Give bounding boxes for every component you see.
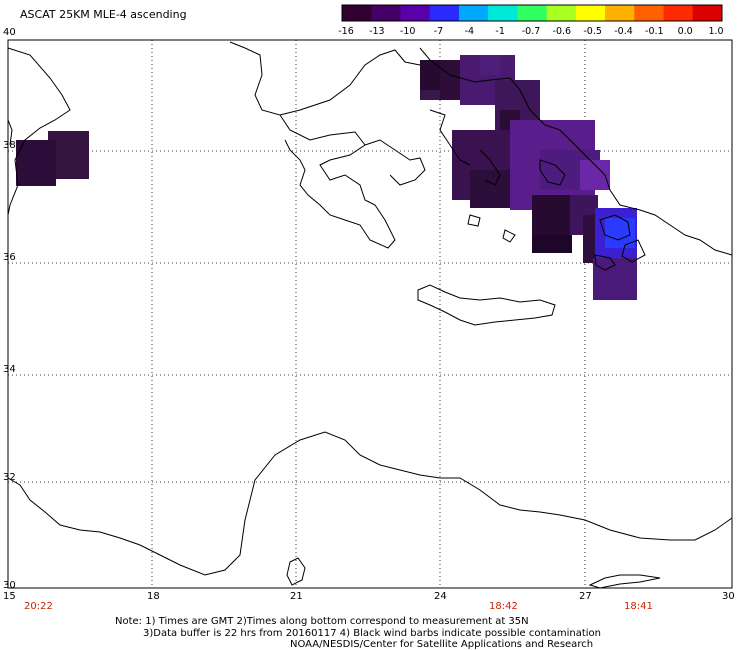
lon-label-18: 18 [147,591,160,602]
colorbar-tick-label: -0.6 [552,26,572,37]
colorbar-segment [517,5,548,21]
note-line-1: Note: 1) Times are GMT 2)Times along bot… [115,616,529,627]
colorbar-segment [342,5,372,21]
time-label-west: 20:22 [24,601,53,612]
colorbar-segment [458,5,489,21]
colorbar-tick-label: -13 [369,26,385,37]
colorbar-tick-label: -0.4 [614,26,633,37]
lon-label-27: 27 [579,591,592,602]
time-label-center: 18:42 [489,601,518,612]
colorbar-segment [605,5,635,21]
lat-label-36: 36 [3,252,16,263]
lat-label-34: 34 [3,364,16,375]
lat-label-38: 38 [3,140,16,151]
colorbar-tick-label: 1.0 [708,26,724,37]
coastlines [7,41,733,589]
colorbar-segment [634,5,665,21]
colorbar-border [341,4,723,22]
lon-label-15: 15 [3,591,16,602]
colorbar-tick-label: -16 [338,26,354,37]
chart-title: ASCAT 25KM MLE-4 ascending [20,8,187,21]
colorbar-segment [663,5,694,21]
colorbar-tick-label: -1 [495,26,505,37]
lat-label-40: 40 [3,27,16,38]
lon-label-24: 24 [434,591,447,602]
lat-label-32: 32 [3,472,16,483]
colorbar-segment [546,5,577,21]
wind-swath-west [16,131,89,186]
lon-label-30: 30 [722,591,735,602]
note-line-2: 3)Data buffer is 22 hrs from 20160117 4)… [143,628,601,639]
colorbar-segment [429,5,460,21]
lat-label-30: 30 [3,580,16,591]
colorbar-tick-label: -0.7 [521,26,541,37]
colorbar [341,4,723,22]
colorbar-tick-label: 0.0 [677,26,693,37]
colorbar-segment [692,5,723,21]
colorbar-tick-label: -4 [464,26,475,37]
lon-label-21: 21 [290,591,303,602]
colorbar-segment [575,5,606,21]
colorbar-tick-label: -0.5 [583,26,602,37]
colorbar-tick-label: -10 [399,26,416,37]
colorbar-segment [371,5,401,21]
time-label-east: 18:41 [624,601,653,612]
colorbar-tick-label: -7 [433,26,444,37]
colorbar-segment [400,5,431,21]
grid-lines [8,40,732,588]
map-frame [7,39,733,589]
colorbar-tick-label: -0.1 [645,26,664,37]
note-line-3: NOAA/NESDIS/Center for Satellite Applica… [290,639,594,650]
colorbar-segment [488,5,518,21]
